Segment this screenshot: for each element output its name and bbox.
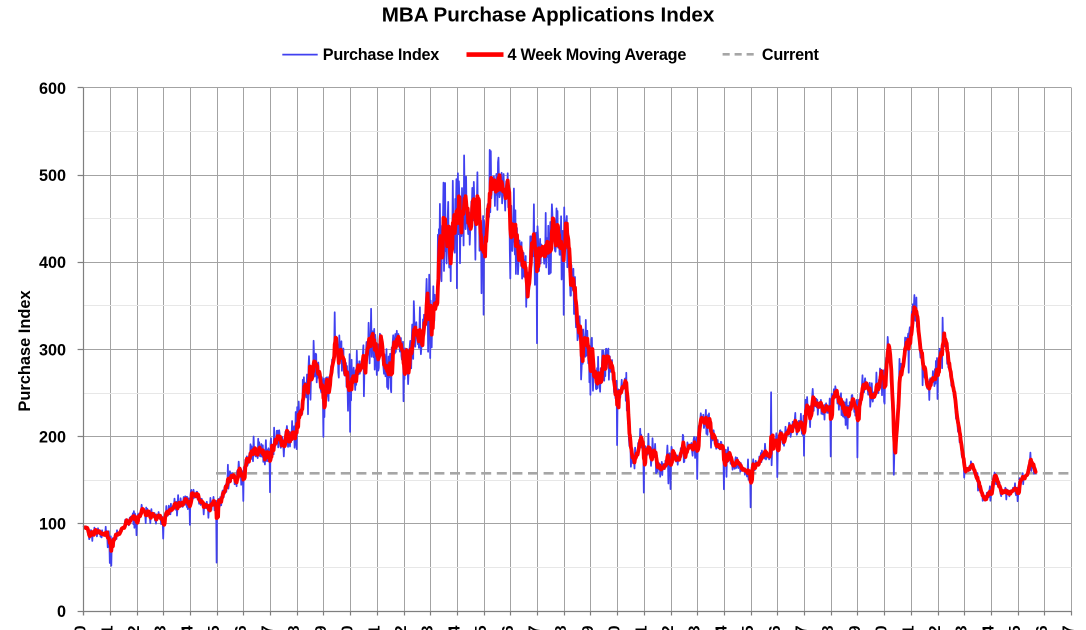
svg-text:2025: 2025 (1007, 625, 1024, 630)
svg-text:2002: 2002 (393, 625, 410, 630)
svg-text:Purchase Index: Purchase Index (16, 290, 34, 411)
svg-text:2005: 2005 (473, 625, 490, 630)
svg-text:2020: 2020 (874, 625, 891, 630)
svg-text:2016: 2016 (767, 625, 784, 630)
svg-text:2027: 2027 (1061, 625, 1078, 630)
svg-text:2000: 2000 (340, 625, 357, 630)
svg-text:2010: 2010 (607, 625, 624, 630)
svg-text:Purchase Index: Purchase Index (323, 46, 439, 64)
svg-text:2024: 2024 (980, 625, 997, 630)
svg-text:1995: 1995 (206, 625, 223, 630)
svg-text:4 Week Moving Average: 4 Week Moving Average (508, 46, 687, 64)
svg-text:2023: 2023 (954, 625, 971, 630)
svg-text:2001: 2001 (366, 625, 383, 630)
svg-text:0: 0 (57, 603, 66, 621)
svg-text:1993: 1993 (153, 625, 170, 630)
svg-text:400: 400 (39, 254, 66, 272)
svg-text:200: 200 (39, 429, 66, 447)
svg-text:1992: 1992 (126, 625, 143, 630)
svg-text:2017: 2017 (794, 625, 811, 630)
svg-text:500: 500 (39, 167, 66, 185)
svg-text:2007: 2007 (527, 625, 544, 630)
svg-text:2019: 2019 (847, 625, 864, 630)
svg-text:2014: 2014 (713, 625, 730, 630)
svg-text:2011: 2011 (633, 625, 650, 630)
svg-text:1994: 1994 (179, 625, 196, 630)
svg-text:100: 100 (39, 516, 66, 534)
svg-text:2008: 2008 (553, 625, 570, 630)
svg-text:1999: 1999 (313, 625, 330, 630)
svg-text:2018: 2018 (820, 625, 837, 630)
svg-text:300: 300 (39, 341, 66, 359)
svg-text:2004: 2004 (446, 625, 463, 630)
svg-text:1996: 1996 (233, 625, 250, 630)
svg-text:1991: 1991 (99, 625, 116, 630)
svg-text:2012: 2012 (660, 625, 677, 630)
svg-text:2015: 2015 (740, 625, 757, 630)
svg-text:MBA Purchase Applications Inde: MBA Purchase Applications Index (382, 4, 715, 27)
svg-text:600: 600 (39, 80, 66, 98)
svg-text:1998: 1998 (286, 625, 303, 630)
svg-text:2006: 2006 (500, 625, 517, 630)
svg-text:2026: 2026 (1034, 625, 1051, 630)
svg-text:2021: 2021 (900, 625, 917, 630)
svg-text:2009: 2009 (580, 625, 597, 630)
svg-text:Current: Current (762, 46, 820, 64)
svg-text:2022: 2022 (927, 625, 944, 630)
svg-text:1997: 1997 (260, 625, 277, 630)
svg-text:2013: 2013 (687, 625, 704, 630)
svg-text:1990: 1990 (73, 625, 90, 630)
